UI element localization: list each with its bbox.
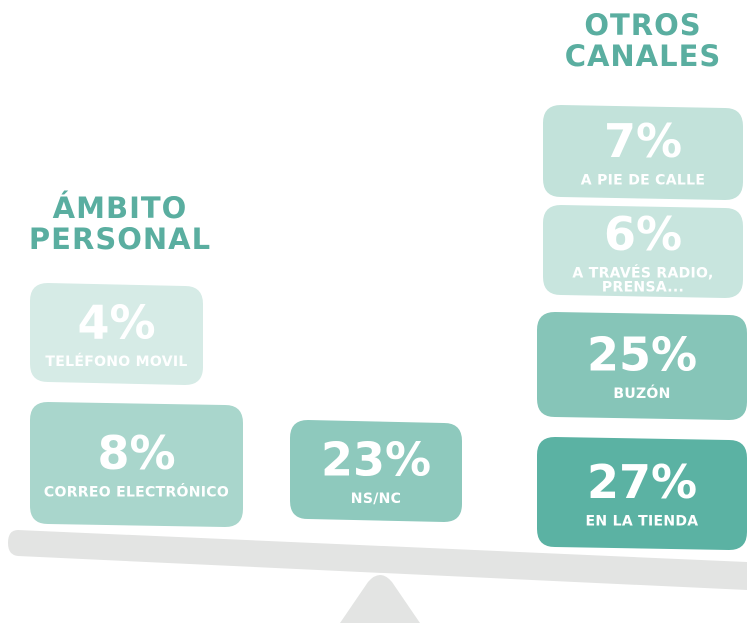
group-title: OTROS <box>584 8 701 42</box>
stat-label: A PIE DE CALLE <box>581 173 705 189</box>
stat-value: 4% <box>77 296 155 350</box>
stat-value: 6% <box>604 207 682 261</box>
stat-label: BUZÓN <box>613 384 670 402</box>
group-title: PERSONAL <box>29 222 211 256</box>
stat-value: 23% <box>321 433 431 487</box>
stat-label: CORREO ELECTRÓNICO <box>44 483 229 501</box>
stat-label: PRENSA... <box>602 280 684 296</box>
stat-box <box>537 437 747 550</box>
stat-value: 27% <box>587 455 697 509</box>
group-title: ÁMBITO <box>53 191 188 225</box>
stat-label: NS/NC <box>351 491 401 507</box>
stat-box <box>290 420 462 522</box>
stat-value: 8% <box>97 426 175 480</box>
stat-box <box>537 312 747 420</box>
stat-label: A TRAVÉS RADIO, <box>572 265 713 282</box>
stat-label: EN LA TIENDA <box>586 514 699 530</box>
fulcrum <box>340 575 420 623</box>
stat-value: 7% <box>604 114 682 168</box>
stat-value: 25% <box>587 328 697 382</box>
stat-label: TELÉFONO MOVIL <box>45 353 187 370</box>
stat-box <box>543 205 743 298</box>
balance-beam <box>8 530 747 590</box>
stat-box <box>30 402 243 527</box>
stat-box <box>30 283 203 385</box>
stat-box <box>543 105 743 200</box>
group-title: CANALES <box>565 39 722 73</box>
